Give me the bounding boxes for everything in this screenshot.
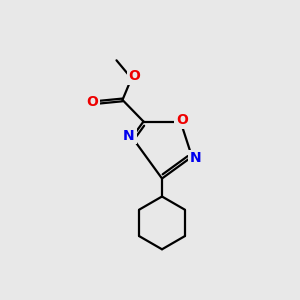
Text: O: O bbox=[176, 113, 188, 127]
Text: O: O bbox=[128, 69, 140, 83]
Text: N: N bbox=[190, 151, 201, 165]
Text: O: O bbox=[86, 95, 98, 109]
Text: N: N bbox=[123, 129, 135, 143]
